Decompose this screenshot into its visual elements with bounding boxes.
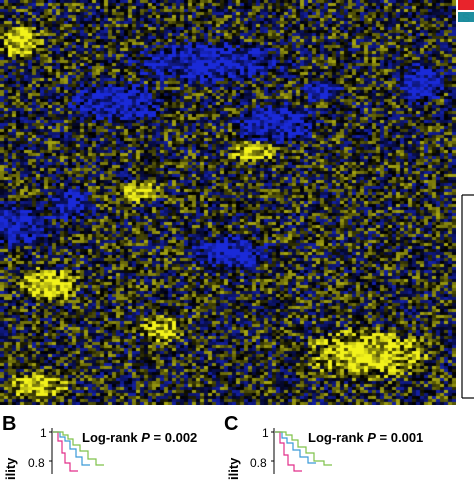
km-c-curve-blue (275, 431, 316, 464)
km-b-curve-pink (53, 431, 78, 472)
km-plot-c (271, 428, 332, 474)
km-b-ylabel-fragment: ility (3, 457, 18, 480)
km-c-ytick-1: 1 (262, 426, 269, 440)
panel-label-b: B (2, 413, 17, 435)
km-b-logrank-stat: Log-rank P = 0.002 (82, 430, 198, 445)
legend-label-fragment: S (462, 11, 471, 25)
km-b-curve-blue (53, 431, 90, 466)
legend-swatch-red (458, 0, 474, 10)
legend-swatch-teal (458, 12, 474, 22)
km-plot-b (49, 428, 104, 474)
expression-heatmap (0, 0, 456, 405)
km-c-ylabel-fragment: ility (226, 457, 241, 480)
km-b-ytick-0-8: 0.8 (28, 456, 45, 470)
km-c-logrank-stat: Log-rank P = 0.001 (308, 430, 424, 445)
panel-label-c: C (224, 413, 239, 435)
km-b-ytick-1: 1 (40, 426, 47, 440)
km-c-ytick-0-8: 0.8 (250, 456, 267, 470)
km-b-curve-green (53, 431, 104, 466)
km-c-curve-pink (275, 431, 302, 472)
km-c-curve-green (275, 431, 332, 466)
